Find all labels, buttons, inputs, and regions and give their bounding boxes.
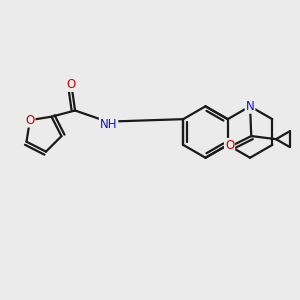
Text: N: N [246,100,254,113]
Text: O: O [67,78,76,91]
Text: O: O [225,139,234,152]
Text: O: O [25,114,34,127]
Text: NH: NH [100,118,117,130]
